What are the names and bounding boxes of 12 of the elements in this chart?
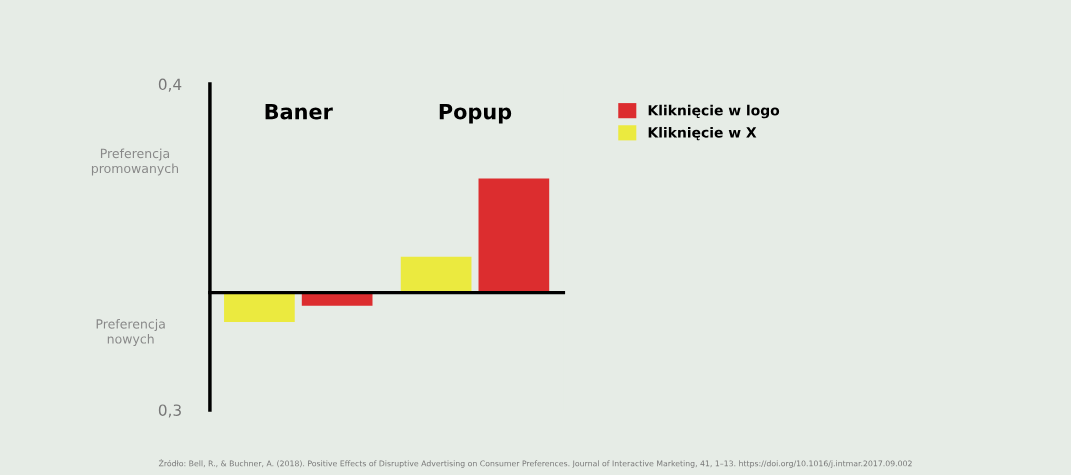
y-tick-label: 0,4 — [158, 78, 182, 92]
bar — [400, 256, 472, 293]
bar — [301, 292, 373, 306]
x-tick-label: Baner — [265, 103, 333, 120]
y-tick-label: 0,3 — [158, 404, 181, 418]
bar — [224, 292, 295, 322]
text: Preferencja nowych — [96, 318, 165, 347]
bar — [478, 178, 550, 293]
text: Preferencja promowanych — [91, 148, 179, 176]
legend-label: Kliknięcie w X — [648, 126, 757, 141]
x-tick-label: Popup — [439, 103, 512, 124]
legend-label: Kliknięcie w logo — [648, 104, 780, 119]
